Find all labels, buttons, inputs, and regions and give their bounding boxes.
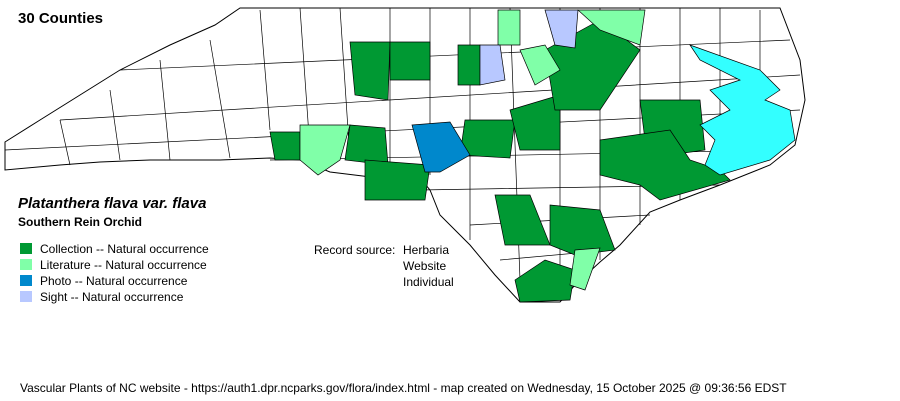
pamlico-albemarle-sound [689,44,796,176]
record-source-herbaria: Herbaria [403,243,450,257]
legend-swatch [20,275,32,286]
record-source-website: Website [403,259,447,273]
county-count-title: 30 Counties [18,10,104,27]
scientific-name: Platanthera flava var. flava [18,195,207,212]
photo-county [411,121,471,173]
legend-swatch [20,259,32,270]
record-source-individual: Individual [403,275,454,289]
legend-item-sight: Sight -- Natural occurrence [20,290,183,304]
legend-item-literature: Literature -- Natural occurrence [20,258,207,272]
legend-swatch [20,291,32,302]
legend-item-collection: Collection -- Natural occurrence [20,242,209,256]
sight-counties [479,9,579,86]
literature-counties [299,9,646,291]
record-source-label: Record source: [314,243,396,257]
legend-label: Literature -- Natural occurrence [40,258,207,272]
legend-swatch [20,243,32,254]
common-name: Southern Rein Orchid [18,215,143,229]
legend-item-photo: Photo -- Natural occurrence [20,274,187,288]
legend-label: Photo -- Natural occurrence [40,274,188,288]
legend-label: Collection -- Natural occurrence [40,242,209,256]
footer-credit: Vascular Plants of NC website - https://… [20,381,787,395]
legend-label: Sight -- Natural occurrence [40,290,184,304]
